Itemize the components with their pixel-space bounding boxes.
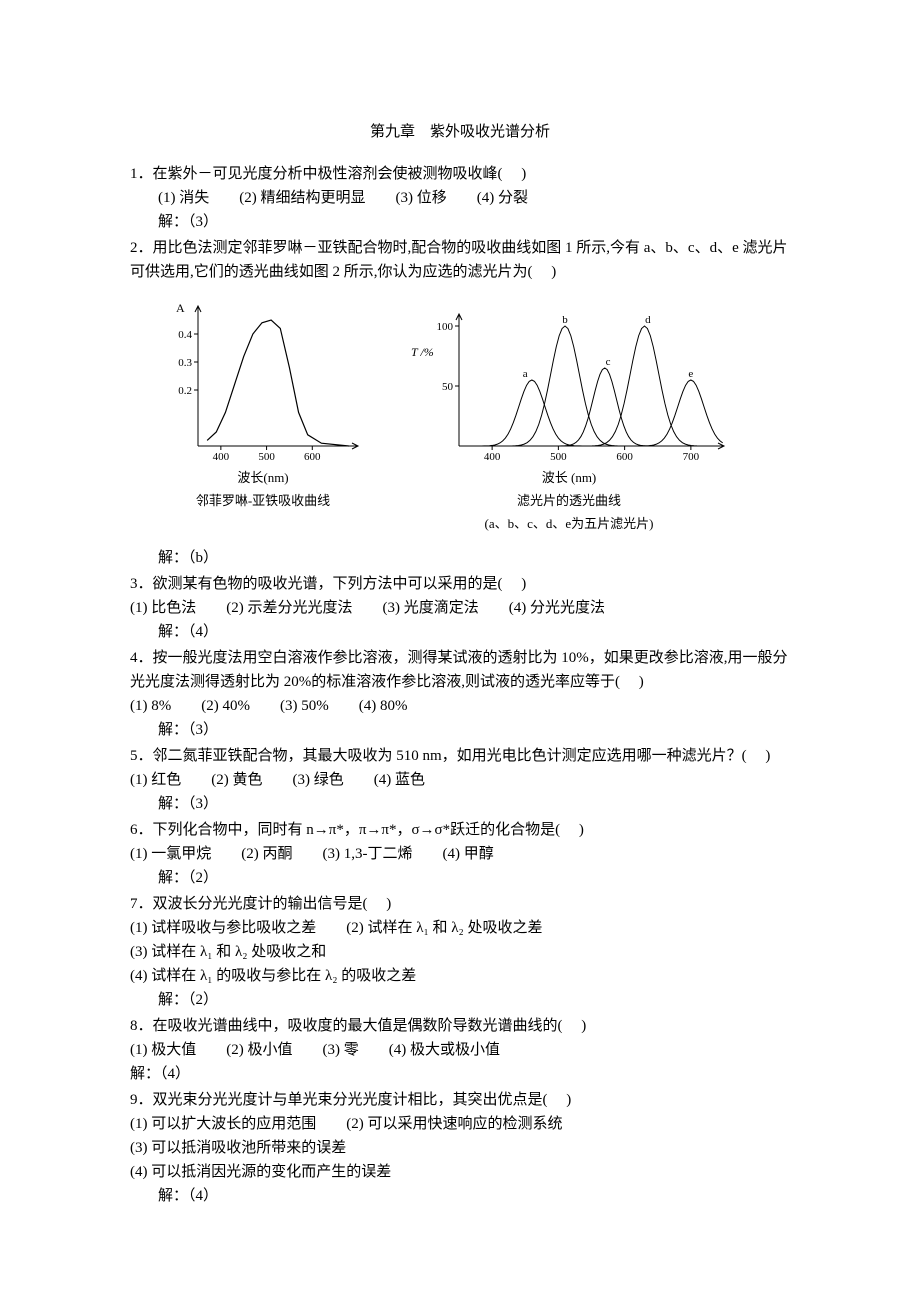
question-1-answer: 解：（3） [158,210,790,234]
question-2-answer: 解：（b） [158,546,790,570]
question-6: 6．下列化合物中，同时有 n→π*，π→π*，σ→σ*跃迁的化合物是( ) [130,818,790,842]
svg-text:50: 50 [442,381,454,393]
svg-text:c: c [606,356,611,368]
figure-1-box: A 0.2 0.3 0.4 400 500 600 波长(nm) 邻菲罗啉-亚铁吸收曲线 [158,296,368,512]
svg-text:a: a [523,368,528,380]
question-9: 9．双光束分光光度计与单光束分光光度计相比，其突出优点是( ) [130,1088,790,1112]
svg-text:400: 400 [213,451,230,463]
figure-1-caption: 邻菲罗啉-亚铁吸收曲线 [196,491,330,512]
figure-2-chart: T /% 50 100 400 500 600 700 a b c d e [404,296,734,466]
question-7: 7．双波长分光光度计的输出信号是( ) [130,892,790,916]
svg-text:T /%: T /% [411,345,434,359]
svg-text:600: 600 [616,451,633,463]
question-1: 1．在紫外－可见光度分析中极性溶剂会使被测物吸收峰( ) [130,162,790,186]
figure-2-box: T /% 50 100 400 500 600 700 a b c d e 波长 (nm) 滤光片的透… [404,296,734,534]
svg-text:A: A [176,301,185,315]
svg-text:500: 500 [258,451,275,463]
question-4-options: (1) 8% (2) 40% (3) 50% (4) 80% [130,694,790,718]
svg-text:0.4: 0.4 [178,329,192,341]
question-7-option-3: (3) 试样在 λ₁ 和 λ₂ 处吸收之和 [130,940,790,964]
svg-text:600: 600 [304,451,321,463]
svg-text:b: b [562,314,568,326]
question-7-option-4: (4) 试样在 λ₁ 的吸收与参比在 λ₂ 的吸收之差 [130,964,790,988]
figure-1-xlabel: 波长(nm) [237,468,288,489]
question-2: 2．用比色法测定邻菲罗啉－亚铁配合物时,配合物的吸收曲线如图 1 所示,今有 a… [130,236,790,284]
question-5: 5．邻二氮菲亚铁配合物，其最大吸收为 510 nm，如用光电比色计测定应选用哪一… [130,744,790,768]
svg-text:0.2: 0.2 [178,385,192,397]
question-3-options: (1) 比色法 (2) 示差分光光度法 (3) 光度滴定法 (4) 分光光度法 [130,596,790,620]
svg-text:0.3: 0.3 [178,357,192,369]
figure-2-subcaption: (a、b、c、d、e为五片滤光片) [485,514,654,535]
question-9-option-4: (4) 可以抵消因光源的变化而产生的误差 [130,1160,790,1184]
question-9-option-1-2: (1) 可以扩大波长的应用范围 (2) 可以采用快速响应的检测系统 [130,1112,790,1136]
svg-text:400: 400 [484,451,501,463]
svg-text:500: 500 [550,451,567,463]
question-4: 4．按一般光度法用空白溶液作参比溶液，测得某试液的透射比为 10%，如果更改参比… [130,646,790,694]
question-8: 8．在吸收光谱曲线中，吸收度的最大值是偶数阶导数光谱曲线的( ) [130,1014,790,1038]
question-6-answer: 解：（2） [158,866,790,890]
question-8-answer: 解：（4） [130,1062,790,1086]
question-5-options: (1) 红色 (2) 黄色 (3) 绿色 (4) 蓝色 [130,768,790,792]
question-3: 3．欲测某有色物的吸收光谱，下列方法中可以采用的是( ) [130,572,790,596]
question-3-answer: 解：（4） [158,620,790,644]
chapter-title: 第九章 紫外吸收光谱分析 [130,120,790,144]
figure-2-xlabel: 波长 (nm) [542,468,597,489]
svg-text:100: 100 [437,321,454,333]
svg-text:e: e [688,368,693,380]
question-4-answer: 解：（3） [158,718,790,742]
svg-text:700: 700 [683,451,700,463]
question-8-options: (1) 极大值 (2) 极小值 (3) 零 (4) 极大或极小值 [130,1038,790,1062]
question-7-answer: 解：（2） [158,988,790,1012]
question-9-answer: 解：（4） [158,1184,790,1208]
svg-text:d: d [645,314,651,326]
figure-2-caption: 滤光片的透光曲线 [517,491,621,512]
figure-1-chart: A 0.2 0.3 0.4 400 500 600 [158,296,368,466]
question-5-answer: 解：（3） [158,792,790,816]
question-9-option-3: (3) 可以抵消吸收池所带来的误差 [130,1136,790,1160]
question-1-options: (1) 消失 (2) 精细结构更明显 (3) 位移 (4) 分裂 [158,186,790,210]
figure-row: A 0.2 0.3 0.4 400 500 600 波长(nm) 邻菲罗啉-亚铁吸收曲线 T… [158,296,790,534]
question-6-options: (1) 一氯甲烷 (2) 丙酮 (3) 1,3-丁二烯 (4) 甲醇 [130,842,790,866]
question-7-option-1-2: (1) 试样吸收与参比吸收之差 (2) 试样在 λ₁ 和 λ₂ 处吸收之差 [130,916,790,940]
